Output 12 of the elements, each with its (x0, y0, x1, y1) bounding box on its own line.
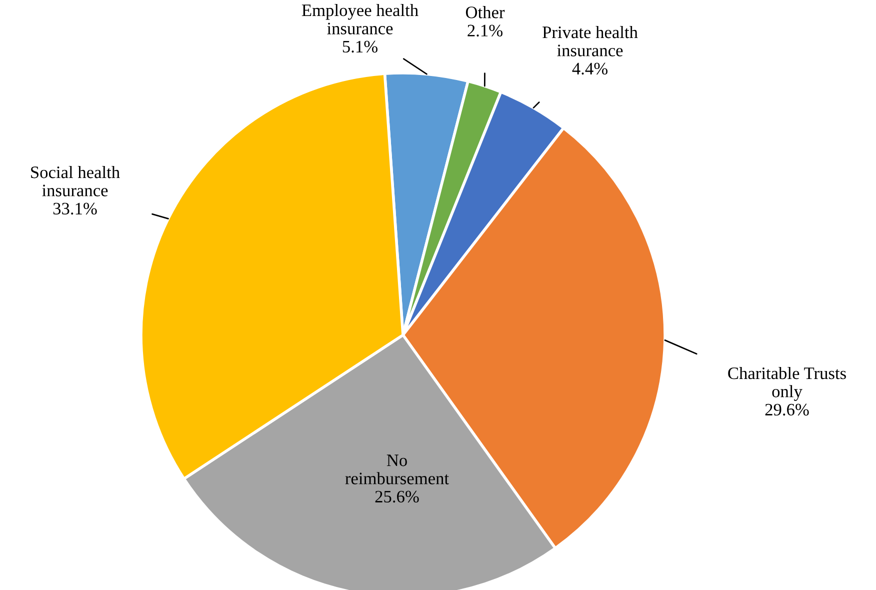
slice-label: Employee health insurance (302, 4, 418, 34)
slice-label: No reimbursement (345, 454, 449, 484)
slice-label: Social health insurance (31, 166, 120, 196)
data-label: 25.6% (375, 490, 419, 503)
slice-label: Charitable Trusts only (728, 366, 846, 401)
data-label: 2.1% (468, 24, 502, 36)
slice-label: Private health insurance (542, 26, 638, 56)
data-label: 33.1% (53, 202, 97, 215)
data-label: 4.4% (572, 62, 608, 75)
data-label: 29.6% (765, 404, 809, 416)
data-label: 5.1% (342, 40, 378, 53)
slice-label: Other (466, 6, 505, 18)
